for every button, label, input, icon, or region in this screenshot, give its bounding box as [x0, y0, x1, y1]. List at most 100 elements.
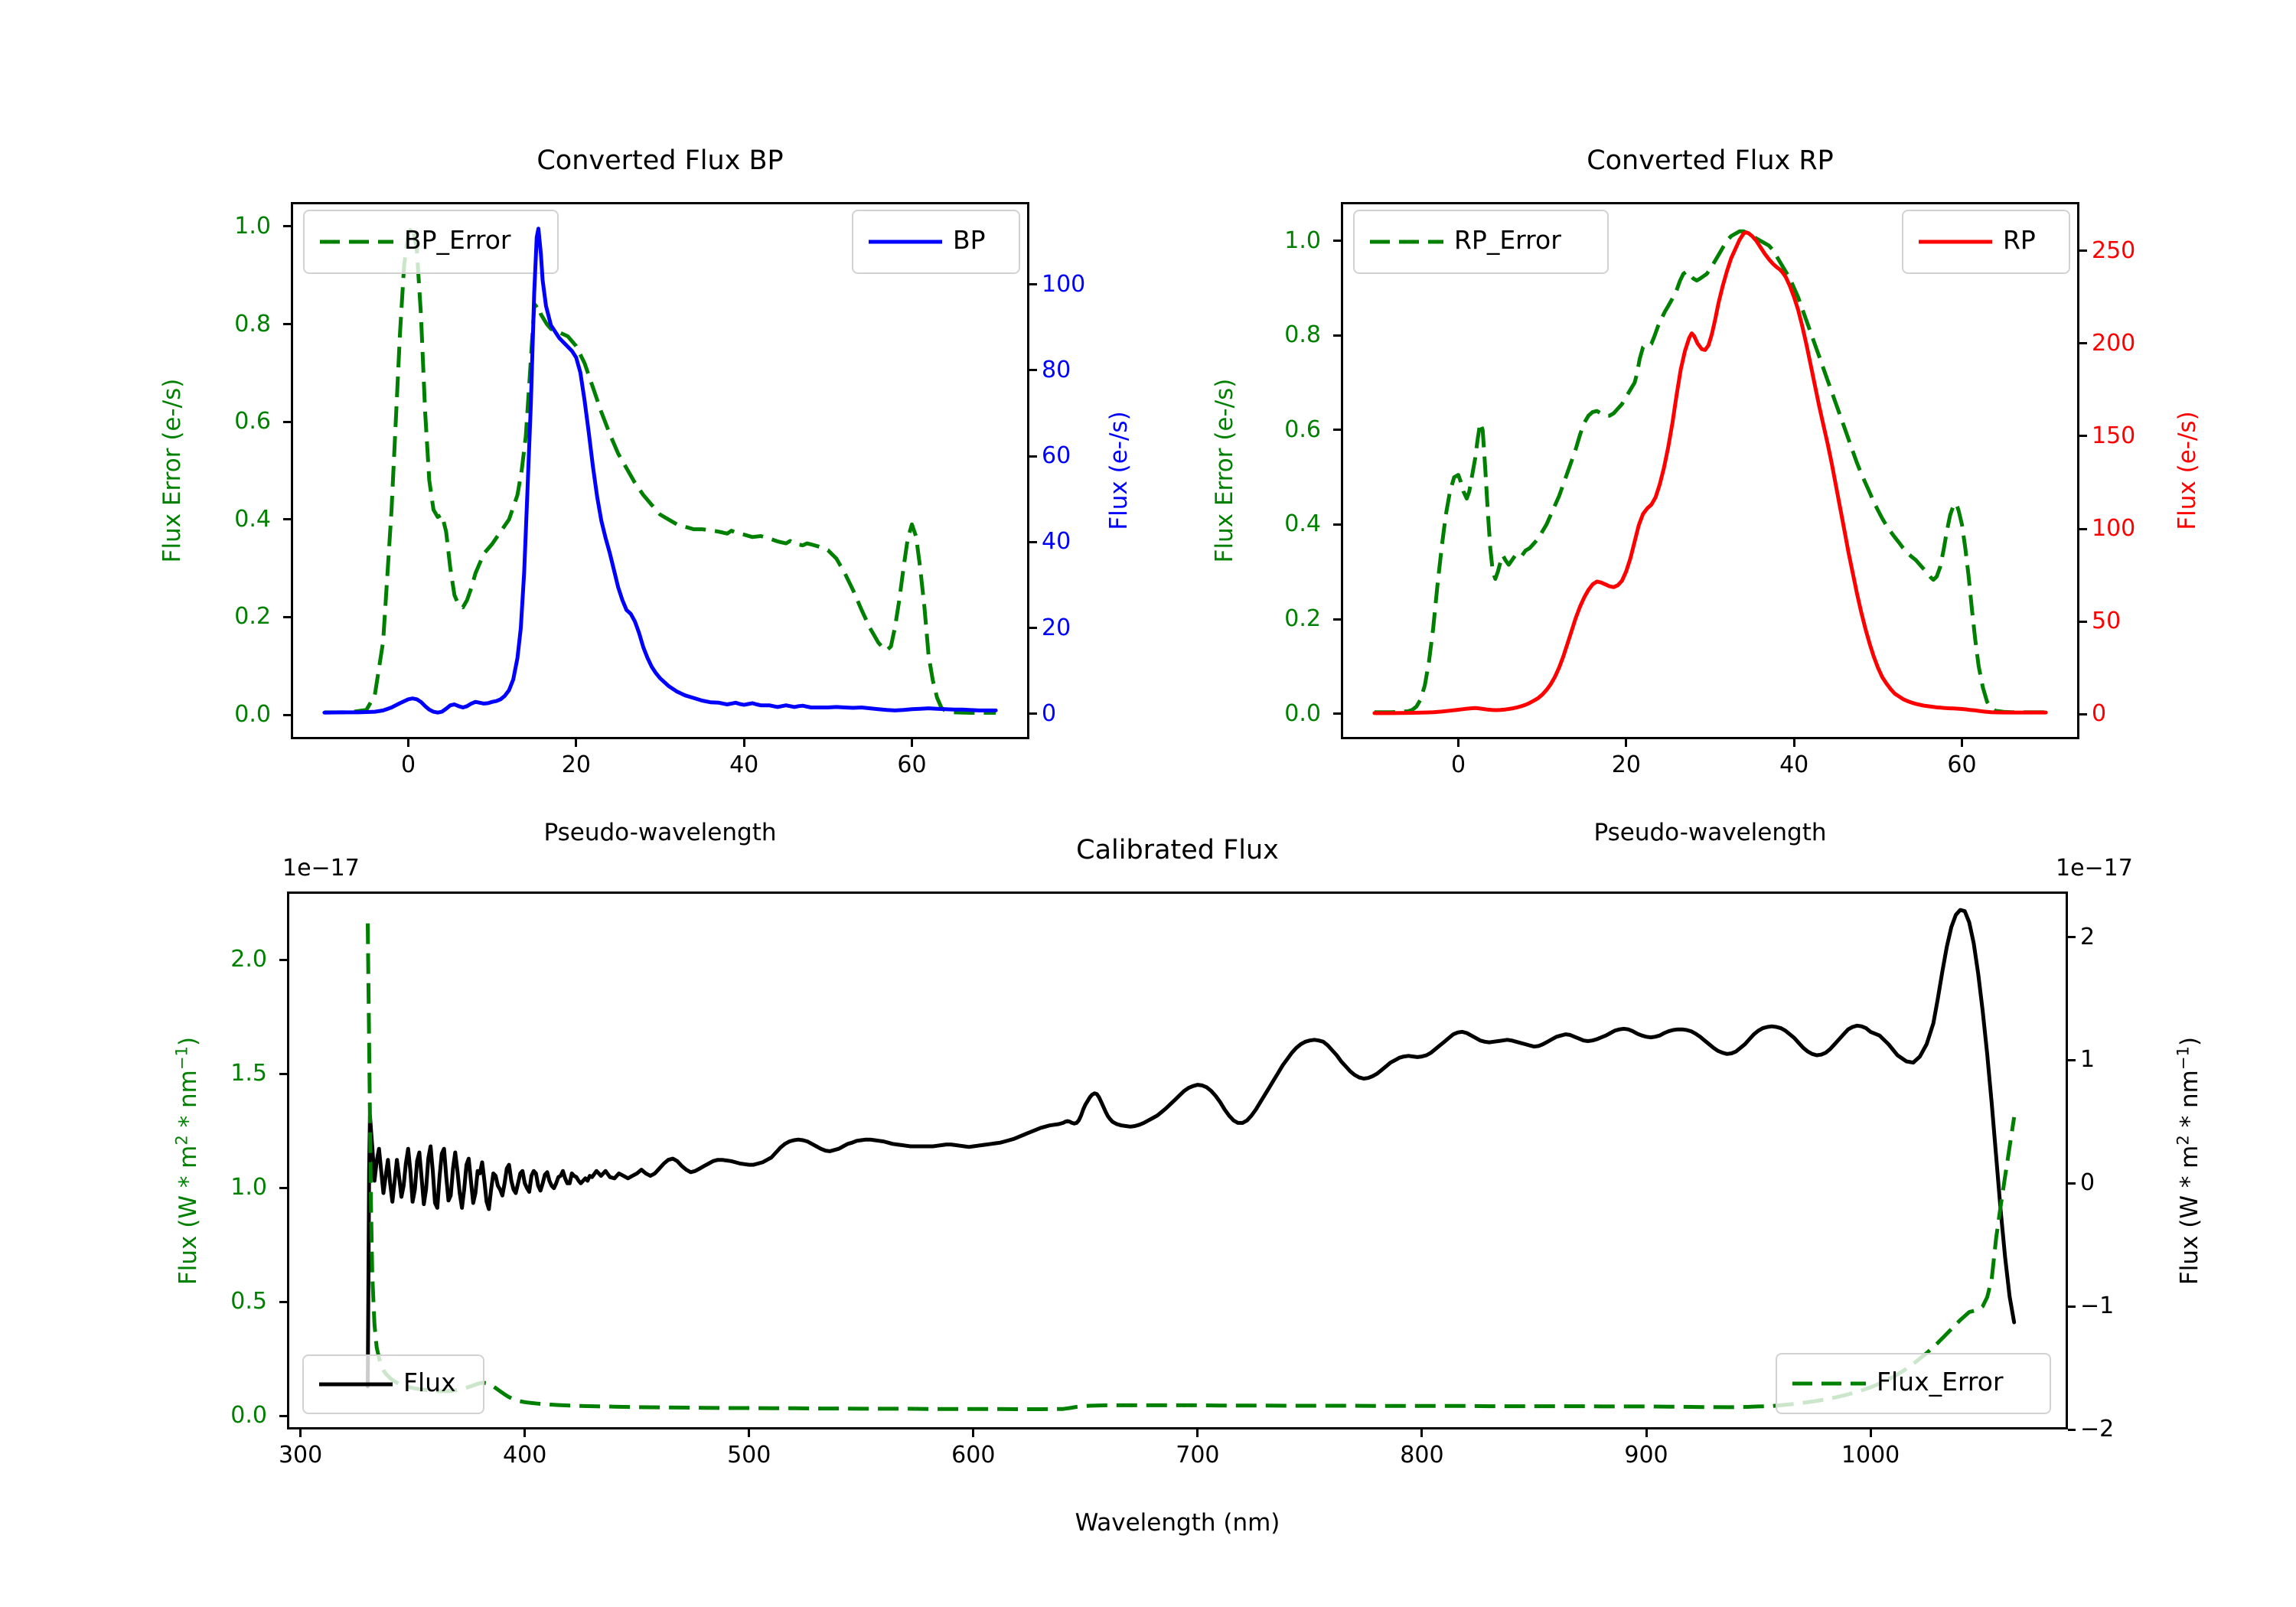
y-axis-label-left-bp: Flux Error (e-/s) — [156, 202, 188, 739]
series-path-RP — [1372, 230, 2048, 715]
label-part: Flux (W * m — [174, 1145, 202, 1285]
y-axis-label-left-rp: Flux Error (e-/s) — [1208, 202, 1241, 739]
y-tick-label-right: 60 — [1042, 442, 1071, 470]
y-tick-right — [2079, 527, 2087, 530]
y-tick-left — [283, 615, 291, 618]
y-tick-label-right: −1 — [2080, 1292, 2115, 1320]
y-tick-label-right: 40 — [1042, 528, 1071, 556]
y-tick-left — [283, 420, 291, 423]
legend-sample-RP — [1919, 240, 1992, 244]
y-tick-label-right: 0 — [1042, 699, 1057, 727]
x-tick — [407, 739, 410, 747]
subplot-rp: 0 20 40 60 0.0 0.2 0.4 0.6 0.8 1.0 0 50 100 150 200 250… — [1284, 202, 2135, 778]
series-layer-BP — [322, 227, 998, 715]
series-layer-BP_Error — [324, 224, 996, 715]
x-tick — [742, 739, 745, 747]
y-tick-right — [1029, 712, 1037, 715]
legend-sample-RP_Error — [1370, 240, 1443, 244]
x-axis-label-rp: Pseudo-wavelength — [1593, 819, 1827, 846]
x-tick-label: 1000 — [1841, 1442, 1900, 1468]
y-tick-label-right: 2 — [2080, 923, 2095, 950]
y-tick-left — [283, 323, 291, 326]
y-tick-left — [1333, 334, 1341, 337]
y-tick-right — [2079, 342, 2087, 345]
y-tick-label-right: 200 — [2092, 329, 2136, 357]
label-part: * nm — [174, 1069, 202, 1135]
y-tick-left — [279, 1072, 287, 1075]
y-tick-left — [283, 225, 291, 228]
y-tick-right — [2068, 1182, 2076, 1185]
y-tick-right — [2068, 1428, 2076, 1431]
y-tick-right — [2068, 936, 2076, 939]
y-axis-label-right-calibrated: Flux (W * m2 * nm−1) — [2167, 892, 2203, 1429]
y-tick-label-right: −2 — [2080, 1416, 2115, 1442]
label-part: Flux (W * m — [2175, 1145, 2203, 1285]
y-axis-label-left-calibrated: Flux (W * m2 * nm−1) — [165, 892, 201, 1429]
subplot-title-bp: Converted Flux BP — [536, 145, 784, 176]
legend-sample-Flux_Error — [1792, 1381, 1866, 1386]
label-part: ) — [174, 1036, 202, 1046]
y-tick-left — [283, 713, 291, 716]
legend-RP_Error: RP_Error — [1353, 210, 1609, 274]
subplot-bp: 0 20 40 60 0.0 0.2 0.4 0.6 0.8 1.0 0 20 40 60 80 100 BP_… — [234, 202, 1085, 778]
x-tick — [1869, 1429, 1872, 1437]
label-part: −1 — [171, 1045, 191, 1070]
x-tick-label: 600 — [951, 1442, 996, 1468]
legend-BP_Error: BP_Error — [303, 210, 559, 274]
y-tick-right — [1029, 627, 1037, 630]
y-tick-label-left: 0.5 — [230, 1288, 267, 1315]
x-tick-label: 20 — [561, 751, 591, 778]
label-part: Flux (e-/s) — [2174, 411, 2201, 530]
x-axis-label-bp: Pseudo-wavelength — [543, 819, 777, 846]
label-part: Flux (e-/s) — [1105, 411, 1133, 530]
offset-text-left-calibrated: 1e−17 — [282, 855, 360, 882]
series-path-BP_Error — [324, 224, 996, 715]
label-part: 2 — [2173, 1134, 2192, 1146]
x-tick-label: 40 — [1779, 751, 1809, 778]
y-tick-label-left: 1.5 — [230, 1060, 267, 1087]
legend-label-RP: RP — [2003, 225, 2036, 255]
y-tick-label-right: 1 — [2080, 1046, 2095, 1074]
y-tick-label-right: 0 — [2080, 1169, 2095, 1197]
x-tick-label: 400 — [503, 1442, 547, 1468]
x-tick — [910, 739, 913, 747]
y-tick-label-left: 0.6 — [1284, 416, 1321, 443]
x-tick-label: 900 — [1624, 1442, 1668, 1468]
y-tick-label-left: 0.2 — [1284, 605, 1321, 633]
y-tick-label-left: 0.4 — [1284, 510, 1321, 538]
y-tick-label-left: 0.2 — [234, 603, 271, 631]
x-tick — [575, 739, 578, 747]
y-tick-right — [2079, 712, 2087, 715]
y-tick-label-left: 0.8 — [234, 310, 271, 337]
y-tick-label-left: 1.0 — [230, 1174, 267, 1201]
x-tick — [1457, 739, 1460, 747]
y-tick-label-left: 0.0 — [230, 1402, 267, 1429]
x-tick — [1960, 739, 1963, 747]
series-layer-RP_Error — [1374, 229, 2047, 715]
legend-Flux_Error: Flux_Error — [1776, 1353, 2051, 1414]
y-tick-label-left: 0.4 — [234, 505, 271, 533]
legend-sample-Flux — [319, 1382, 393, 1387]
offset-text-right-calibrated: 1e−17 — [2056, 855, 2133, 882]
y-tick-label-left: 0.8 — [1284, 321, 1321, 349]
series-path-BP — [322, 227, 998, 715]
y-tick-label-right: 20 — [1042, 614, 1071, 641]
y-tick-left — [279, 1300, 287, 1303]
legend-BP: BP — [852, 210, 1020, 274]
y-tick-right — [2068, 1058, 2076, 1061]
legend-Flux: Flux — [302, 1354, 484, 1414]
x-tick — [748, 1429, 751, 1437]
legend-label-BP: BP — [953, 225, 986, 255]
legend-RP: RP — [1902, 210, 2070, 274]
x-tick — [1645, 1429, 1648, 1437]
x-tick — [299, 1429, 302, 1437]
x-tick-label: 0 — [1450, 751, 1466, 778]
subplot-title-calibrated: Calibrated Flux — [1076, 835, 1279, 865]
y-axis-label-right-rp: Flux (e-/s) — [2171, 202, 2203, 739]
y-tick-label-left: 1.0 — [234, 212, 271, 240]
legend-label-Flux_Error: Flux_Error — [1877, 1367, 2004, 1397]
x-tick-label: 0 — [400, 751, 416, 778]
x-tick-label: 40 — [729, 751, 759, 778]
y-tick-label-left: 2.0 — [230, 946, 267, 973]
